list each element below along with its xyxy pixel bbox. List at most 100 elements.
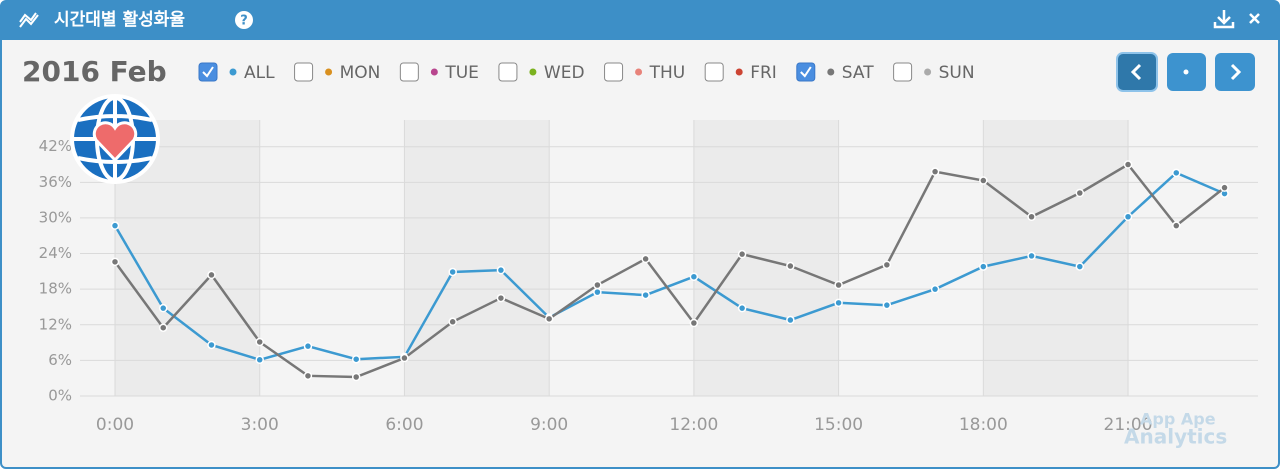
header-title: 시간대별 활성화율 [54, 9, 185, 30]
data-point [158, 303, 168, 313]
legend-dot [229, 68, 237, 76]
data-point [737, 249, 747, 259]
nav-current[interactable] [1167, 53, 1206, 91]
x-tick-label: 3:00 [241, 415, 279, 435]
data-point [641, 290, 650, 300]
legend-dot [529, 68, 537, 76]
legend: ALL MON TUE WED THU FRI SAT SUN [198, 62, 975, 83]
checkbox[interactable] [498, 62, 518, 82]
data-point [207, 340, 216, 350]
y-tick-label: 0% [48, 387, 72, 405]
y-tick-label: 42% [39, 137, 72, 155]
checkbox[interactable] [796, 62, 816, 82]
x-tick-label: 18:00 [959, 415, 1008, 435]
legend-dot [827, 68, 835, 76]
data-point [834, 280, 843, 290]
legend-item[interactable]: WED [498, 62, 585, 83]
x-tick-label: 0:00 [96, 415, 134, 435]
data-point [303, 341, 313, 351]
checkbox[interactable] [704, 62, 724, 82]
checkbox[interactable] [294, 62, 314, 82]
plot: 0% 6% 12% 18% 24% 30% 36% 42% 0:00 3:00 6:00 9:00 12… [39, 120, 1258, 435]
download-button[interactable] [1213, 10, 1235, 29]
y-tick-label: 30% [39, 208, 72, 226]
legend-label: MON [340, 63, 381, 83]
checkbox[interactable] [399, 62, 419, 82]
data-point [786, 315, 795, 325]
data-point [351, 354, 361, 364]
x-tick-label: 21:00 [1104, 415, 1153, 435]
data-point [1075, 262, 1085, 271]
y-tick-label: 18% [39, 280, 72, 298]
legend-item[interactable]: THU [604, 62, 686, 83]
data-point [979, 176, 988, 185]
data-point [544, 314, 554, 324]
legend-dot [430, 68, 438, 76]
x-tick-label: 12:00 [669, 415, 718, 435]
data-point [351, 372, 361, 382]
data-point [496, 265, 506, 275]
legend-label: FRI [750, 63, 777, 83]
x-tick-label: 6:00 [385, 415, 423, 435]
data-point [737, 303, 747, 313]
data-point [1075, 188, 1085, 198]
data-point [1027, 212, 1036, 221]
y-tick-label: 12% [39, 315, 72, 333]
data-point [110, 257, 120, 267]
data-point [255, 355, 264, 365]
close-button[interactable] [1249, 13, 1260, 24]
legend-label: ALL [244, 63, 275, 83]
data-point [930, 284, 940, 294]
data-point [1220, 183, 1229, 192]
nav-next[interactable] [1215, 53, 1255, 91]
legend-dot [635, 68, 643, 76]
legend-label: SAT [842, 63, 874, 83]
check-mark [202, 66, 214, 78]
legend-item[interactable]: FRI [704, 62, 777, 83]
series-line [113, 162, 1226, 379]
band [693, 120, 839, 396]
legend-dot [735, 68, 743, 76]
legend-label: TUE [444, 63, 479, 83]
data-point [158, 323, 168, 332]
y-tick-label: 6% [48, 351, 72, 369]
checkbox[interactable] [198, 62, 218, 82]
data-point [255, 337, 264, 347]
data-point [496, 293, 506, 303]
watermark-line: Analytics [1124, 425, 1227, 449]
header-bar [1, 1, 1279, 40]
data-point [593, 280, 602, 290]
legend-item[interactable]: ALL [198, 62, 275, 83]
legend-item[interactable]: SUN [893, 62, 975, 83]
data-point [1172, 221, 1181, 230]
data-point [641, 254, 650, 264]
legend-label: WED [544, 63, 585, 83]
legend-item[interactable]: SAT [796, 62, 874, 83]
chart-icon [19, 12, 39, 28]
data-point [1027, 251, 1036, 261]
data-point [1172, 168, 1181, 178]
data-point [979, 262, 988, 271]
help-icon[interactable]: ? [235, 11, 253, 29]
legend-item[interactable]: MON [294, 62, 381, 83]
data-point [786, 261, 795, 271]
svg-text:?: ? [240, 14, 248, 29]
x-tick-label: 15:00 [814, 415, 863, 435]
legend-dot [325, 68, 333, 76]
data-point [593, 287, 602, 297]
data-point [882, 260, 892, 270]
checkbox[interactable] [604, 62, 624, 82]
watermark-line: App Ape [1140, 410, 1216, 429]
checkbox[interactable] [893, 62, 913, 82]
data-point [1123, 160, 1133, 169]
data-point [689, 318, 699, 328]
band [404, 120, 550, 396]
data-point [110, 221, 120, 230]
data-point [448, 317, 457, 327]
data-point [882, 300, 892, 310]
nav-prev[interactable] [1116, 52, 1158, 92]
legend-item[interactable]: TUE [399, 62, 479, 83]
y-tick-label: 36% [39, 173, 72, 191]
watermark: App Ape Analytics [1124, 410, 1227, 449]
